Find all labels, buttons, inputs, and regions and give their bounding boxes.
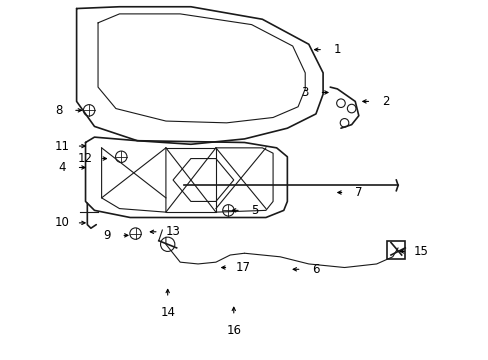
Text: 4: 4 <box>59 161 66 174</box>
Text: 14: 14 <box>160 306 175 319</box>
Text: 8: 8 <box>55 104 62 117</box>
Text: 1: 1 <box>333 43 341 56</box>
Text: 5: 5 <box>251 204 258 217</box>
Text: 3: 3 <box>301 86 308 99</box>
Text: 6: 6 <box>311 263 319 276</box>
Text: 16: 16 <box>226 324 241 337</box>
Text: 13: 13 <box>165 225 180 238</box>
Text: 11: 11 <box>55 140 70 153</box>
Text: 17: 17 <box>235 261 250 274</box>
Text: 10: 10 <box>55 216 70 229</box>
Text: 15: 15 <box>413 245 428 258</box>
Text: 9: 9 <box>103 229 110 242</box>
Text: 12: 12 <box>78 152 93 165</box>
Text: 2: 2 <box>381 95 388 108</box>
Text: 7: 7 <box>354 186 362 199</box>
